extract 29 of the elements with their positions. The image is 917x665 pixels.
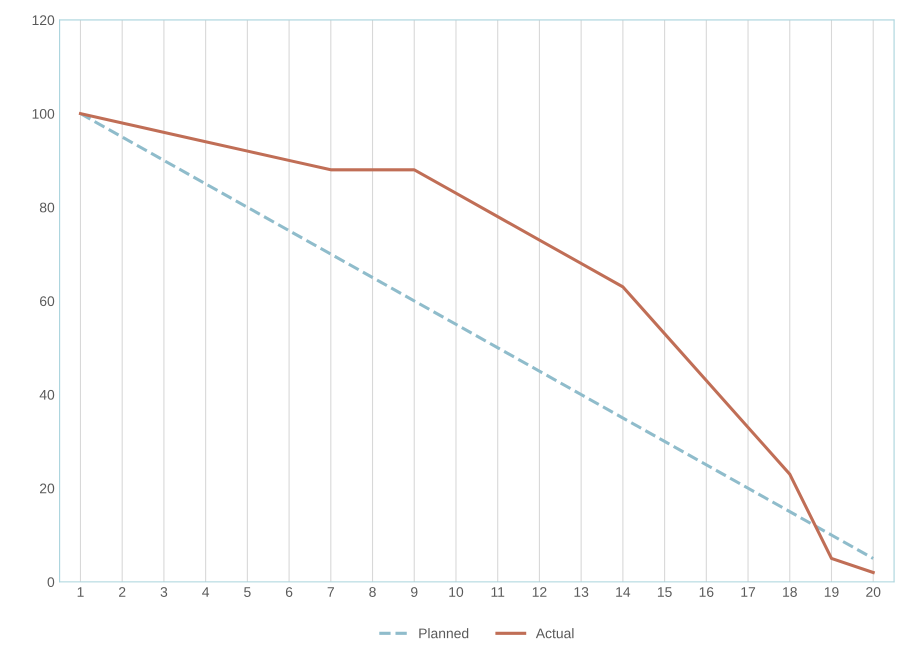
x-tick-label: 10: [449, 587, 464, 597]
y-tick-label: 100: [32, 108, 54, 119]
y-tick-label: 80: [40, 202, 54, 212]
x-tick-label: 5: [244, 587, 251, 597]
y-tick-label: 40: [40, 390, 54, 400]
y-tick-label: 120: [32, 15, 54, 26]
x-tick-label: 20: [866, 587, 880, 597]
x-tick-label: 17: [741, 587, 756, 597]
legend-label: Planned: [419, 628, 468, 638]
x-tick-label: 8: [369, 587, 376, 597]
x-tick-label: 7: [328, 587, 334, 597]
y-tick-label: 20: [40, 484, 54, 494]
x-tick-label: 1: [78, 587, 84, 597]
x-tick-label: 12: [532, 587, 546, 597]
x-tick-label: 4: [202, 587, 210, 597]
x-tick-label: 3: [160, 587, 168, 597]
x-tick-label: 18: [783, 587, 797, 597]
x-tick-label: 13: [574, 587, 588, 597]
y-tick-label: 60: [40, 296, 54, 306]
x-tick-label: 11: [492, 587, 504, 597]
x-tick-label: 19: [824, 587, 839, 597]
x-tick-label: 16: [700, 587, 714, 597]
x-tick-label: 14: [616, 587, 630, 597]
legend-label: Actual: [536, 628, 574, 638]
x-tick-label: 6: [286, 587, 292, 597]
x-tick-label: 15: [658, 587, 672, 597]
x-tick-label: 9: [411, 587, 418, 597]
x-tick-label: 2: [119, 587, 126, 597]
y-tick-label: 0: [48, 577, 54, 588]
